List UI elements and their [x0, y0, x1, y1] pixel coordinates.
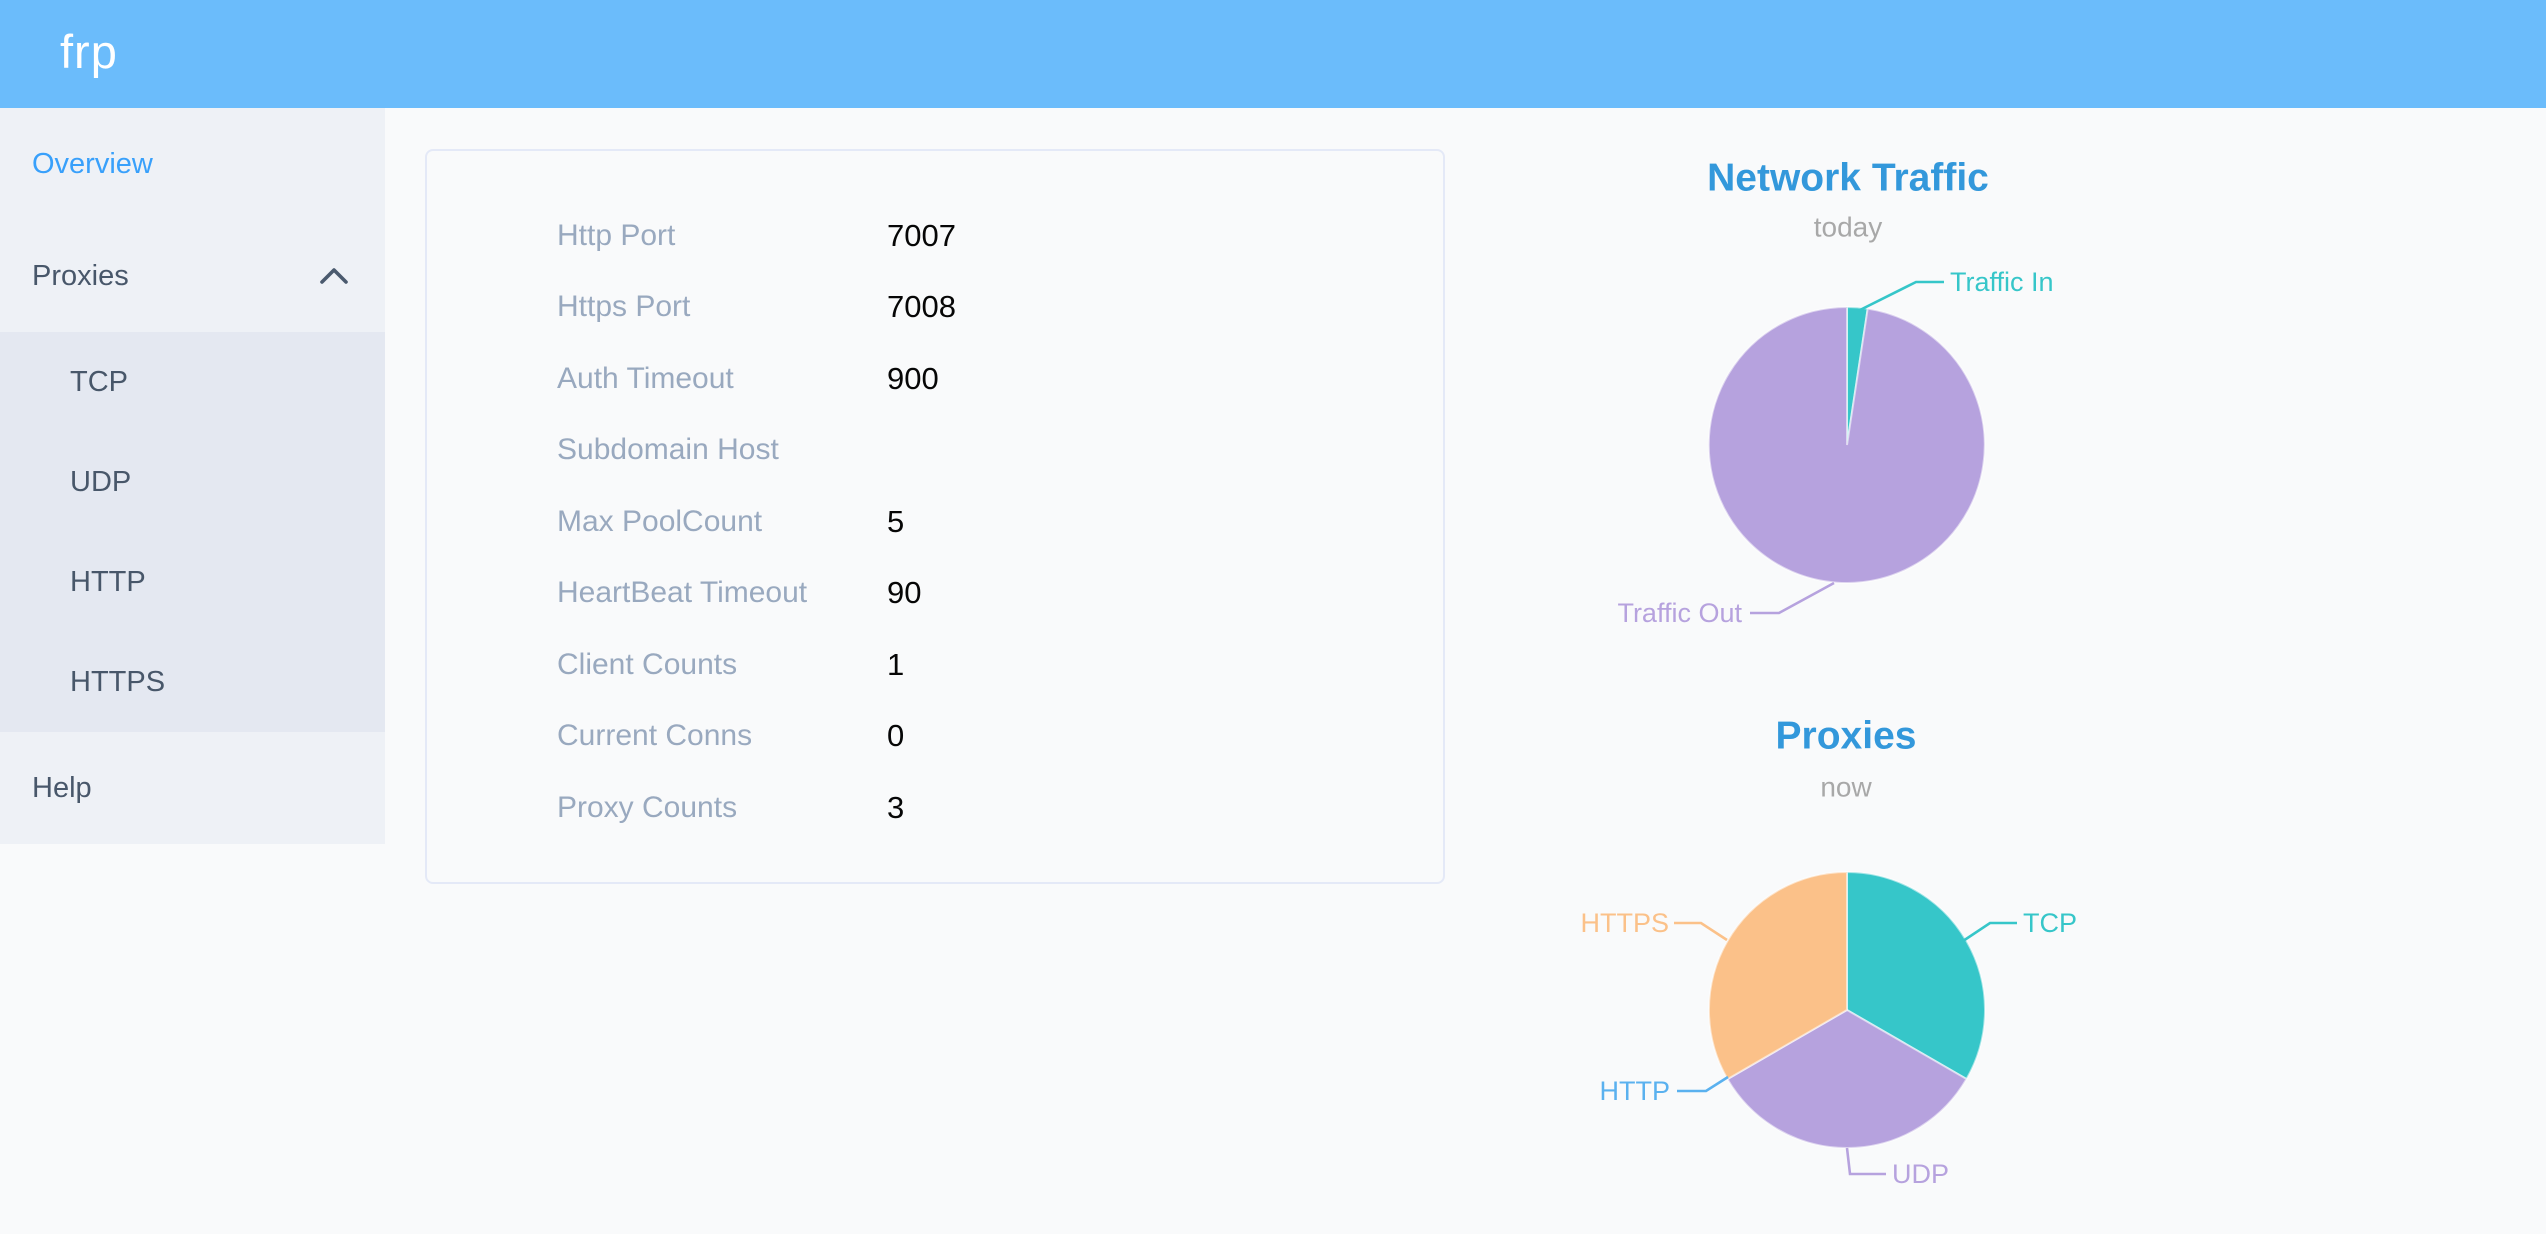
config-value-max-poolcount: 5	[887, 503, 905, 539]
chart-subtitle-proxies: now	[1820, 772, 1872, 803]
config-value-auth-timeout: 900	[887, 360, 939, 396]
config-label-proxy-counts: Proxy Counts	[557, 790, 738, 824]
app-header: frp	[0, 0, 2546, 108]
label-line-https	[1674, 921, 1728, 942]
slice-label-traffic-in: Traffic In	[1950, 267, 2054, 297]
config-label-heartbeat-timeout: HeartBeat Timeout	[557, 576, 808, 610]
sidebar-item-help[interactable]: Help	[0, 732, 385, 844]
sidebar-item-label: Proxies	[32, 259, 129, 292]
sidebar-item-proxies[interactable]: Proxies	[0, 220, 385, 332]
config-row: Http Port 7007	[427, 200, 1443, 272]
pie-slice-https[interactable]	[1708, 870, 1848, 1081]
sidebar-subitem-http[interactable]: HTTP	[0, 532, 385, 632]
chevron-up-icon	[320, 268, 348, 284]
sidebar-subitem-label: TCP	[70, 365, 128, 398]
server-config-rows: Http Port 7007 Https Port 7008 Auth Timeout 9…	[427, 200, 1443, 844]
config-row: Client Counts 1	[427, 629, 1443, 701]
chart-title-network-traffic: Network Traffic	[1707, 157, 1989, 200]
sidebar: Overview Proxies TCP UDP HTTP HTTPS Help	[0, 108, 385, 844]
config-value-current-conns: 0	[887, 718, 905, 754]
sidebar-item-label: Overview	[32, 147, 153, 180]
pie-slice-traffic-out[interactable]	[1707, 305, 1986, 584]
chart-subtitle-network-traffic: today	[1814, 212, 1883, 243]
sidebar-item-overview[interactable]: Overview	[0, 108, 385, 220]
config-row: HeartBeat Timeout 90	[427, 558, 1443, 630]
config-value-client-counts: 1	[887, 646, 905, 682]
label-line-traffic-out	[1750, 581, 1835, 615]
config-value-proxy-counts: 3	[887, 789, 905, 825]
chart-title-proxies: Proxies	[1776, 715, 1917, 758]
config-label-https-port: Https Port	[557, 290, 691, 324]
config-label-auth-timeout: Auth Timeout	[557, 361, 734, 395]
slice-label-traffic-out: Traffic Out	[1617, 598, 1742, 628]
config-row: Current Conns 0	[427, 701, 1443, 773]
sidebar-item-label: Help	[32, 771, 92, 804]
slice-label-udp: UDP	[1892, 1159, 1949, 1189]
config-row: Subdomain Host	[427, 415, 1443, 487]
label-line-udp	[1845, 1147, 1886, 1176]
sidebar-subitem-udp[interactable]: UDP	[0, 432, 385, 532]
pie-slice-tcp[interactable]	[1846, 870, 1986, 1081]
sidebar-subitem-tcp[interactable]: TCP	[0, 332, 385, 432]
config-value-http-port: 7007	[887, 217, 956, 253]
label-line-traffic-in	[1857, 280, 1944, 313]
sidebar-subitem-label: HTTP	[70, 565, 146, 598]
slice-label-http: HTTP	[1600, 1076, 1671, 1106]
label-line-http	[1677, 1075, 1729, 1093]
config-value-https-port: 7008	[887, 289, 956, 325]
slice-label-tcp: TCP	[2023, 908, 2077, 938]
sidebar-subitem-https[interactable]: HTTPS	[0, 632, 385, 732]
frp-logo: frp	[60, 25, 118, 78]
server-config-card: Http Port 7007 Https Port 7008 Auth Timeout 9…	[425, 149, 1445, 884]
config-label-max-poolcount: Max PoolCount	[557, 504, 763, 538]
slice-label-https: HTTPS	[1580, 908, 1669, 938]
config-label-current-conns: Current Conns	[557, 719, 753, 753]
config-row: Proxy Counts 3	[427, 772, 1443, 844]
config-label-http-port: Http Port	[557, 218, 676, 252]
config-row: Max PoolCount 5	[427, 486, 1443, 558]
config-label-subdomain-host: Subdomain Host	[557, 433, 779, 467]
proxies-submenu: TCP UDP HTTP HTTPS	[0, 332, 385, 732]
chart-network-traffic: Traffic In Traffic Out Network Traffic toda…	[1617, 157, 2053, 629]
config-row: Https Port 7008	[427, 272, 1443, 344]
config-label-client-counts: Client Counts	[557, 647, 738, 681]
config-row: Auth Timeout 900	[427, 343, 1443, 415]
config-value-heartbeat-timeout: 90	[887, 575, 922, 611]
label-line-tcp	[1962, 921, 2017, 943]
sidebar-subitem-label: UDP	[70, 465, 132, 498]
chart-proxies: TCP UDP HTTP HTTPS Proxies now	[1580, 715, 2077, 1190]
sidebar-subitem-label: HTTPS	[70, 665, 166, 698]
